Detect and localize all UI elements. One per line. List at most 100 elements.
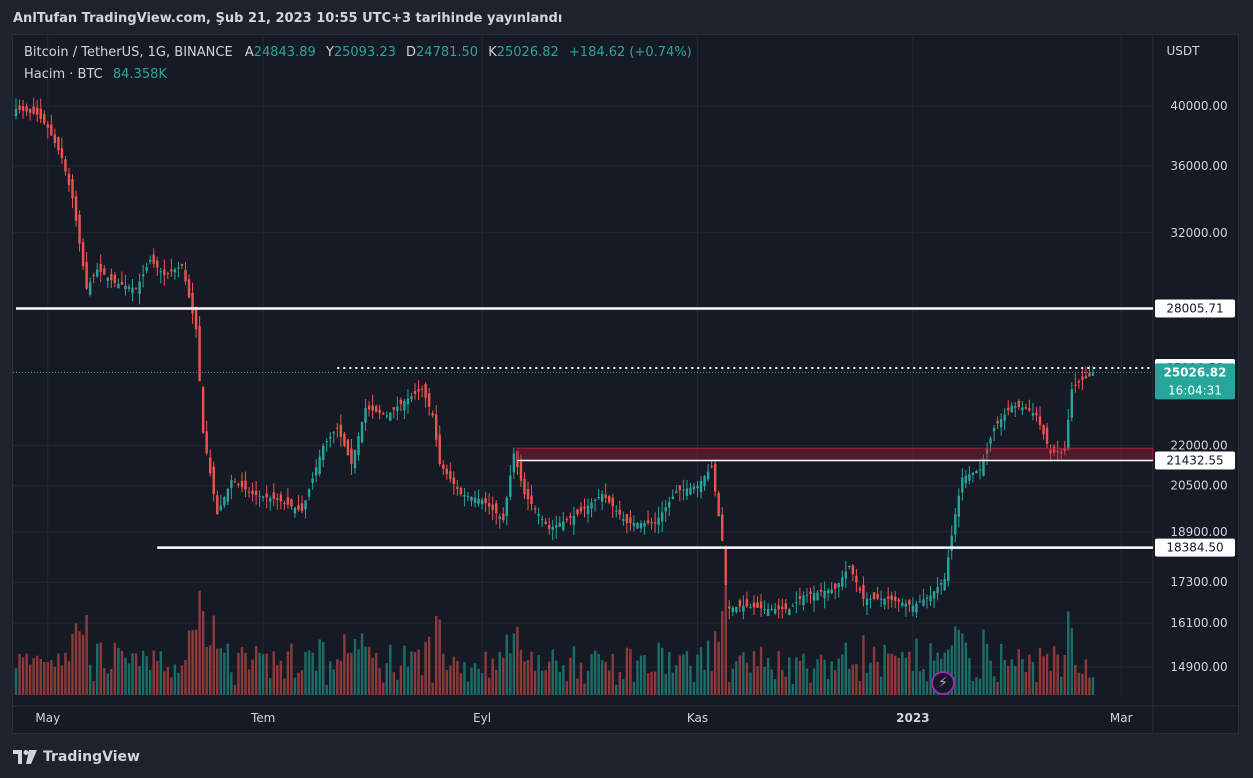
candle-body: [473, 497, 477, 503]
volume-bar: [901, 652, 904, 695]
volume-bar: [413, 652, 417, 695]
candle-body: [660, 512, 664, 522]
volume-bar: [911, 670, 915, 695]
candle-body: [449, 471, 452, 480]
volume-bar: [837, 658, 840, 695]
volume-bar: [632, 681, 636, 695]
price-label: 18384.50: [1166, 541, 1223, 555]
candle-body: [452, 477, 456, 485]
legend-symbol[interactable]: Bitcoin / TetherUS, 1G, BINANCE: [24, 45, 233, 60]
volume-bar: [459, 673, 463, 695]
candle-body: [848, 565, 851, 567]
volume-bar: [565, 681, 569, 695]
candle-body: [950, 535, 953, 551]
volume-bar: [1056, 654, 1059, 695]
volume-bar: [509, 653, 512, 695]
candle-body: [477, 498, 480, 504]
volume-bar: [410, 651, 413, 695]
candle-body: [643, 522, 646, 527]
candle-body: [929, 595, 932, 602]
volume-bar: [890, 653, 893, 695]
candle-body: [675, 491, 678, 493]
volume-bar: [699, 647, 703, 695]
brand-name: TradingView: [43, 749, 140, 765]
last-price-label: 25026.82: [1163, 365, 1226, 379]
volume-bar: [265, 653, 268, 695]
candle-body: [1084, 376, 1088, 379]
volume-bar: [745, 662, 749, 695]
volume-bar: [1014, 665, 1017, 695]
candle-body: [901, 602, 904, 606]
candle-body: [57, 137, 60, 151]
candle-body: [562, 521, 565, 531]
candle-body: [724, 546, 727, 610]
candle-body: [141, 274, 145, 277]
candle-body: [148, 260, 152, 262]
volume-bar: [148, 670, 152, 695]
candle-body: [650, 522, 653, 524]
volume-bar: [1028, 654, 1031, 695]
candle-body: [50, 124, 53, 136]
candle-body: [805, 594, 809, 596]
price-label-bg: [1155, 538, 1235, 557]
legend-open-label: A: [244, 45, 254, 60]
candle-body: [526, 488, 530, 500]
volume-bar: [279, 660, 283, 695]
candle-body: [604, 494, 607, 499]
candle-body: [689, 487, 692, 495]
volume-bar: [382, 682, 385, 695]
volume-bar: [325, 685, 328, 695]
candle-body: [982, 458, 985, 476]
candle-body: [876, 593, 879, 599]
candle-body: [382, 413, 385, 415]
volume-bar: [781, 669, 784, 695]
legend-close: 25026.82: [496, 45, 559, 60]
volume-bar: [201, 611, 205, 695]
candle-body: [646, 520, 650, 523]
volume-bar: [530, 651, 533, 695]
volume-bar: [929, 643, 932, 695]
candle-body: [922, 599, 925, 606]
volume-bar: [675, 665, 678, 695]
candle-body: [184, 269, 187, 282]
flash-icon[interactable]: ⚡: [931, 671, 955, 695]
volume-bar: [269, 678, 272, 695]
candle-body: [1063, 448, 1066, 451]
candle-body: [731, 607, 735, 613]
candle-body: [961, 477, 964, 493]
volume-bar: [897, 657, 900, 695]
candle-body: [43, 114, 46, 124]
candle-body: [745, 599, 749, 607]
candle-body: [1045, 427, 1049, 444]
volume-bar: [593, 650, 597, 695]
candle-body: [318, 456, 321, 474]
candle-body: [802, 595, 805, 606]
volume-bar: [615, 684, 618, 695]
tradingview-logo[interactable]: TradingView: [13, 747, 140, 767]
candle-body: [106, 277, 110, 281]
volume-bar: [120, 650, 124, 695]
volume-bar: [1088, 677, 1091, 695]
candle-body: [191, 292, 194, 314]
volume-bar: [717, 641, 720, 695]
volume-bar: [134, 653, 138, 695]
candle-body: [717, 493, 720, 517]
volume-label[interactable]: Hacim · BTC: [24, 67, 103, 82]
candle-body: [653, 522, 657, 524]
y-tick-label: 40000.00: [1170, 99, 1227, 113]
price-chart[interactable]: 40000.00 36000.00 32000.00 22000.00 20500.00…: [13, 35, 1240, 735]
candle-body: [1035, 412, 1038, 416]
candle-body: [410, 396, 413, 400]
volume-bar: [851, 664, 855, 695]
volume-bar: [205, 647, 208, 695]
candle-body: [442, 464, 445, 470]
volume-bar: [343, 634, 346, 695]
support-zone[interactable]: [516, 447, 1154, 461]
candle-body: [64, 159, 67, 172]
volume-bar: [502, 657, 505, 695]
chart-frame[interactable]: 40000.00 36000.00 32000.00 22000.00 20500.00…: [12, 34, 1240, 735]
volume-bar: [180, 665, 184, 695]
candle-body: [276, 498, 279, 500]
candle-body: [35, 107, 39, 115]
candle-body: [555, 525, 558, 528]
